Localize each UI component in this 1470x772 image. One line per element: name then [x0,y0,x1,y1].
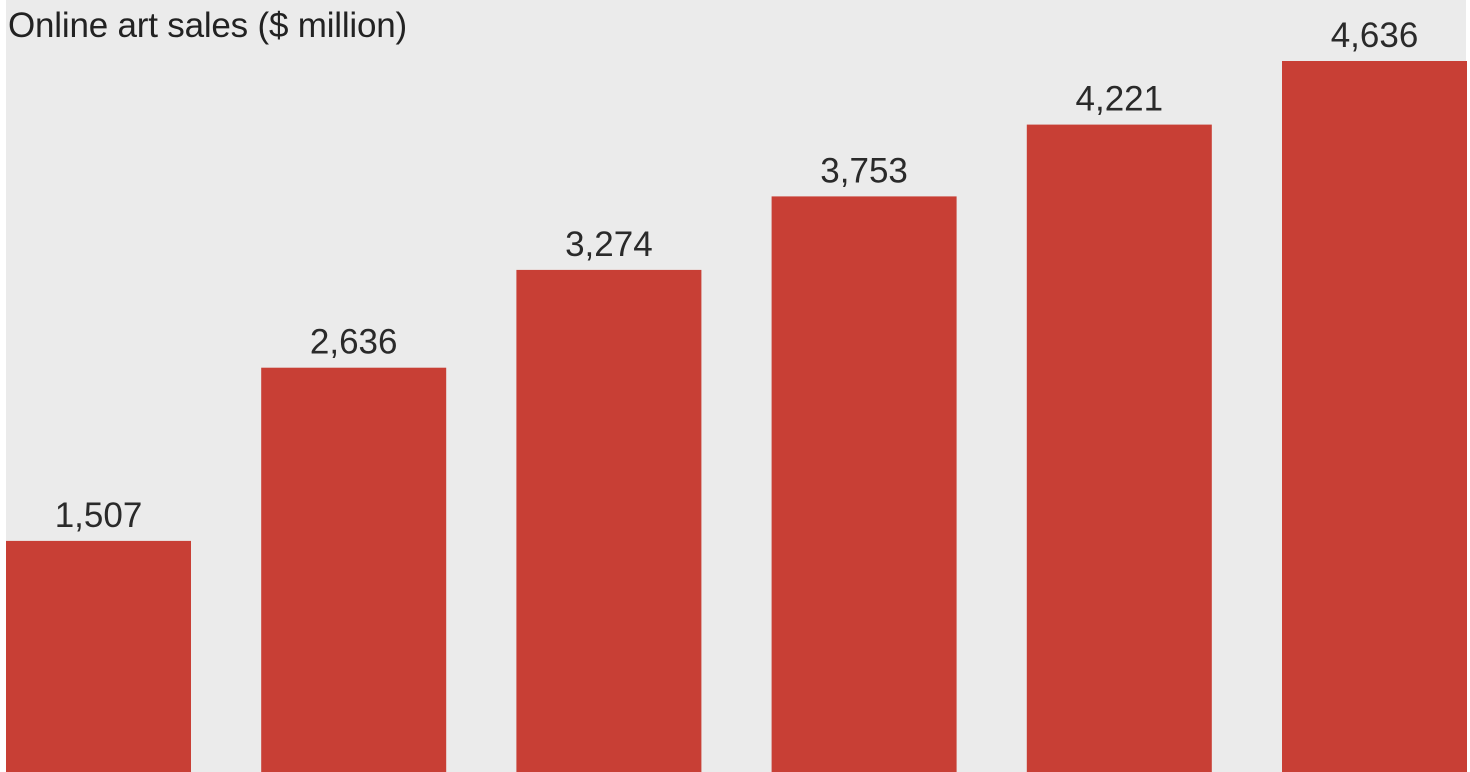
bar-value-label-6: 4,636 [1331,16,1419,55]
bar-2 [261,367,447,772]
bar-value-label-1: 1,507 [55,496,143,535]
bar-5 [1026,124,1212,772]
bar-value-label-5: 4,221 [1076,80,1164,119]
bar-6 [1282,61,1467,772]
bar-3 [516,269,702,772]
bar-value-label-4: 3,753 [820,151,908,190]
bar-4 [771,196,957,772]
bar-1 [6,540,191,772]
bar-value-label-3: 3,274 [565,225,653,264]
bar-value-label-2: 2,636 [310,323,398,362]
chart-panel [6,0,1466,772]
chart-title: Online art sales ($ million) [8,6,407,45]
